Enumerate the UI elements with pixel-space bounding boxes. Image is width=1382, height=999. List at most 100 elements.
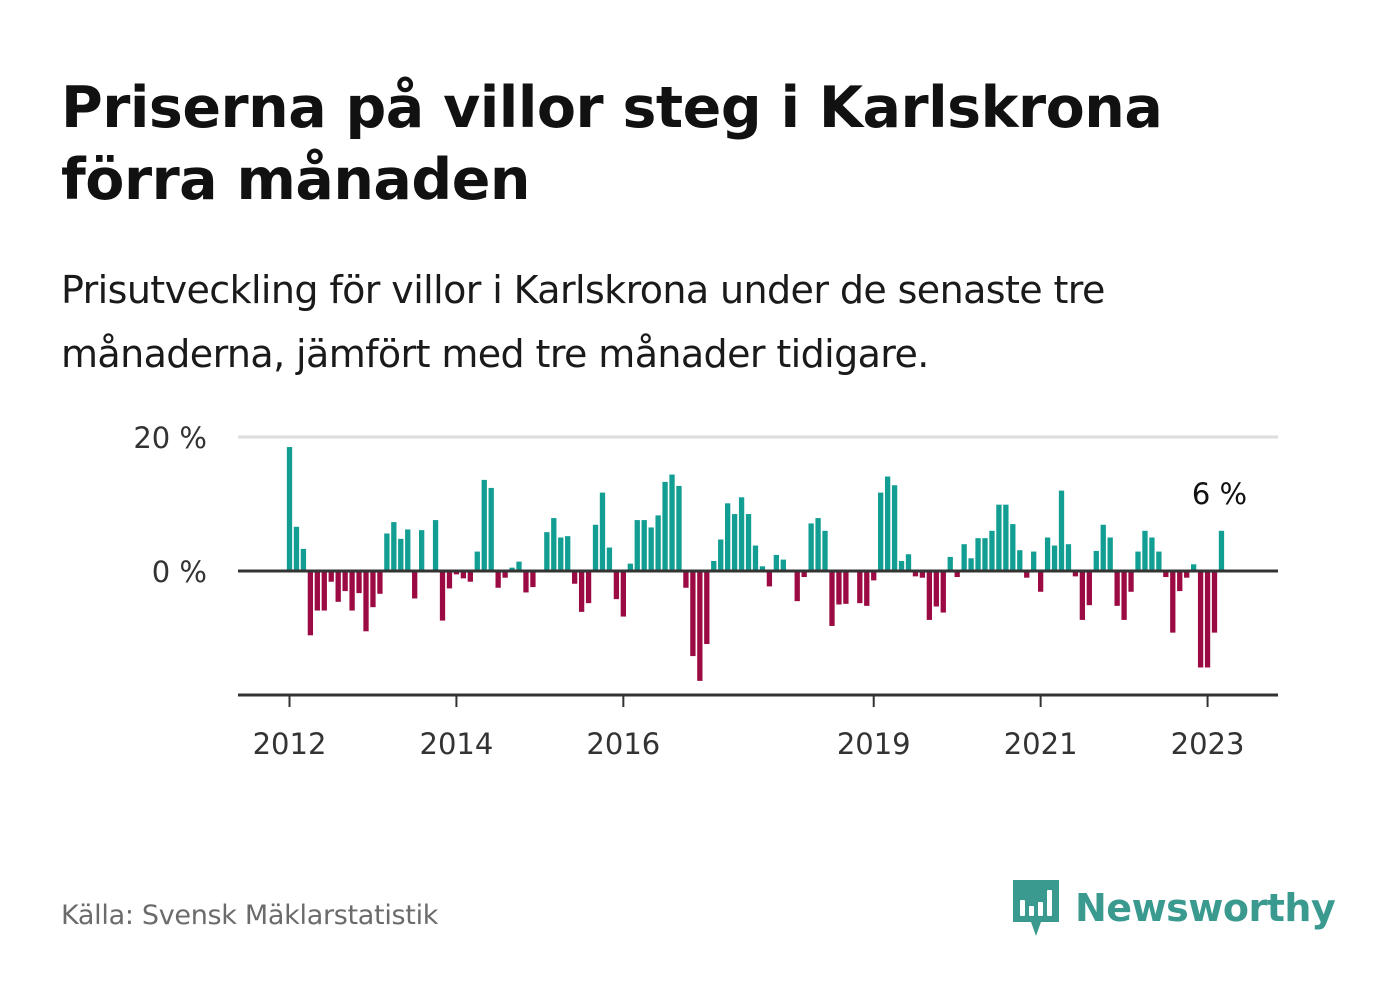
bar	[1197, 571, 1204, 668]
bar	[655, 515, 661, 571]
bar	[509, 567, 515, 571]
bar	[829, 571, 835, 626]
bar	[634, 520, 640, 571]
bar	[474, 551, 480, 571]
bar	[641, 520, 647, 571]
bar	[558, 537, 564, 571]
bar	[891, 485, 898, 571]
bar	[648, 527, 654, 571]
x-tick-label: 2014	[420, 727, 494, 761]
bar	[933, 571, 939, 607]
bar	[523, 571, 529, 593]
x-tick-label: 2023	[1171, 727, 1245, 761]
bar	[1149, 537, 1155, 571]
bar	[530, 571, 536, 588]
bar	[926, 571, 933, 620]
bar	[1072, 571, 1079, 577]
bar	[725, 503, 731, 571]
bar	[1017, 550, 1023, 571]
bar	[1191, 564, 1197, 571]
bar	[592, 524, 599, 571]
bar	[572, 571, 578, 584]
bar	[363, 571, 369, 632]
x-tick-label: 2021	[1004, 727, 1078, 761]
bar	[773, 554, 779, 571]
bar	[446, 571, 453, 589]
x-tick-label: 2012	[253, 727, 327, 761]
bar	[1051, 545, 1058, 571]
bar	[1177, 571, 1183, 592]
chart-title: Priserna på villor steg i Karlskrona för…	[61, 75, 1163, 213]
bar	[321, 571, 327, 611]
bar	[961, 544, 967, 571]
bar	[662, 481, 668, 571]
bar	[349, 571, 355, 611]
bar	[439, 571, 446, 621]
x-tick-label: 2019	[837, 727, 911, 761]
bar	[745, 514, 752, 571]
bar	[1204, 571, 1211, 668]
bar	[1114, 571, 1120, 606]
bar	[912, 571, 919, 577]
bar	[815, 518, 821, 571]
bar	[1163, 571, 1169, 578]
bar	[1044, 537, 1051, 571]
bar	[419, 530, 425, 571]
bar	[947, 556, 953, 571]
bar	[759, 566, 766, 571]
bar	[975, 538, 981, 571]
bar	[690, 571, 696, 657]
bar	[836, 571, 842, 605]
bar	[780, 559, 786, 571]
bar	[752, 545, 759, 571]
bar	[1086, 571, 1092, 606]
bar	[718, 539, 724, 571]
bar	[940, 571, 946, 613]
bar	[968, 558, 974, 571]
bar	[1093, 550, 1099, 571]
brand-logo[interactable]: Newsworthy	[1011, 878, 1336, 938]
bar	[989, 530, 995, 571]
bar	[453, 571, 460, 575]
y-tick-label: 0 %	[152, 555, 207, 589]
bar	[481, 479, 487, 571]
bar	[884, 476, 891, 571]
bar	[857, 571, 863, 604]
tick-labels: 20 % 0 % 2012 2014 2016 2019 2021 2023 6 %	[133, 421, 1247, 761]
bar	[1121, 571, 1127, 620]
bar	[1065, 544, 1072, 571]
bar	[1031, 551, 1037, 571]
chart-subtitle: Prisutveckling för villor i Karlskrona u…	[61, 268, 1105, 376]
bar	[996, 504, 1002, 571]
bar	[808, 523, 814, 571]
bar	[585, 571, 592, 604]
bar	[1128, 571, 1134, 592]
bar	[822, 530, 828, 571]
bar	[1184, 571, 1190, 578]
bar	[898, 560, 905, 571]
bar	[1142, 530, 1148, 571]
bar	[843, 571, 849, 604]
bar	[293, 526, 300, 571]
bar	[954, 571, 960, 578]
bar	[460, 571, 467, 579]
bar	[1003, 504, 1009, 571]
bar	[370, 571, 376, 608]
bar	[683, 571, 689, 588]
bar-chart: 20 % 0 % 2012 2014 2016 2019 2021 2023 6 %	[133, 421, 1278, 761]
bar	[669, 474, 675, 571]
bar	[516, 561, 522, 571]
source-note: Källa: Svensk Mäklarstatistik	[61, 900, 439, 931]
bars	[286, 447, 1225, 681]
axes	[238, 569, 1278, 707]
bar	[1058, 490, 1065, 571]
bar	[314, 571, 320, 611]
bar	[627, 563, 633, 571]
bar	[1010, 524, 1016, 571]
bar	[606, 547, 613, 571]
x-tick-label: 2016	[586, 727, 660, 761]
bar	[405, 529, 411, 571]
bar	[1100, 524, 1106, 571]
bar	[905, 554, 912, 571]
bar	[871, 571, 877, 581]
